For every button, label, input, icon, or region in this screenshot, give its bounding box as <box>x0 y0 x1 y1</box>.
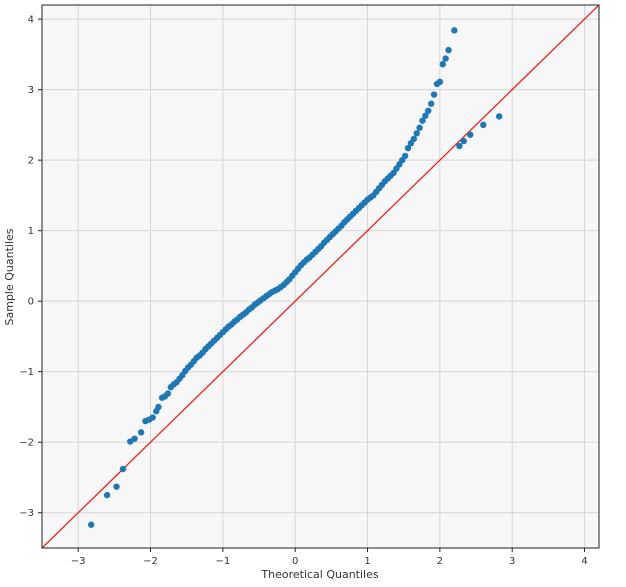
y-tick-label: −1 <box>19 367 34 378</box>
x-tick-label: 4 <box>581 556 587 567</box>
x-tick-label: −2 <box>143 556 158 567</box>
data-point <box>439 61 446 68</box>
data-points <box>87 27 503 528</box>
data-point <box>416 124 423 131</box>
x-axis-ticks: −3 −2 −1 0 1 2 3 4 <box>71 548 588 567</box>
data-point <box>404 144 412 152</box>
data-point <box>427 100 435 107</box>
data-point <box>460 137 467 145</box>
data-point <box>430 91 438 98</box>
data-point <box>451 27 458 34</box>
data-point <box>467 131 474 138</box>
y-tick-label: 4 <box>28 15 34 26</box>
data-point <box>119 465 127 473</box>
y-axis-ticks: −3 −2 −1 0 1 2 3 4 <box>19 15 42 519</box>
x-tick-label: 2 <box>437 556 443 567</box>
data-point <box>137 429 145 436</box>
data-point <box>401 152 409 160</box>
data-point <box>425 107 432 114</box>
x-tick-label: 0 <box>292 556 298 567</box>
data-point <box>413 130 420 137</box>
data-point <box>419 117 426 124</box>
y-tick-label: −2 <box>19 438 34 449</box>
x-tick-label: −3 <box>71 556 86 567</box>
data-point <box>480 121 487 129</box>
data-point <box>103 491 111 499</box>
data-point <box>113 483 120 490</box>
x-axis-title: Theoretical Quantiles <box>260 568 378 581</box>
data-point <box>456 142 463 150</box>
x-tick-label: −1 <box>215 556 230 567</box>
x-tick-label: 3 <box>509 556 515 567</box>
x-tick-label: 1 <box>364 556 370 567</box>
data-point <box>442 55 449 62</box>
gridlines <box>42 5 599 548</box>
data-point <box>445 46 452 54</box>
data-point <box>155 403 162 411</box>
plot-frame <box>41 4 600 549</box>
data-point <box>149 414 156 421</box>
y-tick-label: −3 <box>19 508 34 519</box>
y-tick-label: 3 <box>28 85 34 96</box>
y-tick-label: 0 <box>28 297 34 308</box>
data-point <box>422 112 429 119</box>
data-point <box>131 435 138 442</box>
data-point <box>436 78 444 86</box>
data-point <box>410 135 418 143</box>
y-tick-label: 1 <box>28 226 34 237</box>
data-point <box>87 521 95 528</box>
y-axis-title: Sample Quantiles <box>3 228 16 325</box>
data-point <box>164 390 172 397</box>
y-tick-label: 2 <box>28 156 34 167</box>
data-point <box>495 113 503 120</box>
reference-line <box>42 5 599 548</box>
reference-line-group <box>42 5 599 548</box>
